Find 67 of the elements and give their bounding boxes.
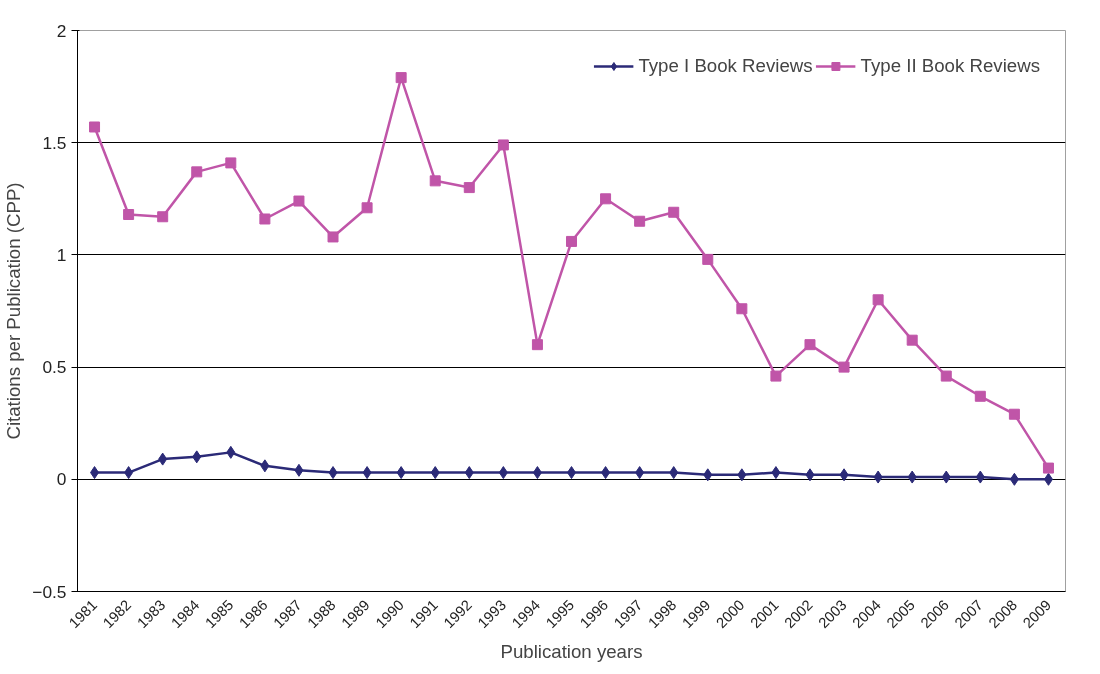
point — [1009, 472, 1019, 486]
y-tick-label: 1 — [56, 244, 67, 265]
y-axis-title: Citations per Publication (CPP) — [3, 182, 25, 440]
point — [702, 253, 714, 265]
y-tick-label: 0 — [56, 469, 67, 490]
point — [838, 361, 850, 373]
point — [634, 215, 646, 227]
point — [804, 339, 816, 351]
point — [566, 235, 577, 247]
point — [463, 182, 475, 194]
point — [601, 466, 611, 480]
point — [157, 211, 169, 223]
point — [361, 202, 373, 214]
point — [873, 470, 883, 484]
point — [805, 468, 815, 482]
point — [259, 213, 271, 225]
point — [906, 334, 918, 346]
point — [737, 468, 747, 482]
point — [940, 370, 952, 382]
legend-label: Type II Book Reviews — [860, 55, 1040, 77]
x-axis-title: Publication years — [500, 640, 643, 662]
point — [1043, 472, 1053, 486]
point — [225, 157, 237, 169]
point — [770, 370, 782, 382]
point — [124, 466, 134, 480]
y-tick-label: 0.5 — [42, 357, 67, 378]
point — [226, 445, 236, 459]
point — [429, 175, 441, 187]
point — [872, 294, 884, 306]
point — [191, 166, 203, 178]
point — [907, 470, 917, 484]
point — [260, 459, 270, 473]
point — [293, 195, 305, 207]
point — [192, 450, 202, 464]
point — [90, 466, 100, 480]
point — [941, 470, 951, 484]
point — [974, 390, 986, 402]
point — [328, 466, 338, 480]
point — [839, 468, 849, 482]
point — [498, 466, 508, 480]
point — [1042, 462, 1054, 474]
point — [635, 466, 645, 480]
point — [1008, 408, 1020, 420]
y-tick-label: 2 — [56, 20, 67, 41]
point — [975, 470, 985, 484]
point — [327, 231, 339, 243]
point — [531, 339, 543, 351]
point — [703, 468, 713, 482]
point — [395, 72, 407, 84]
point — [158, 452, 168, 466]
point — [497, 139, 509, 151]
point — [669, 466, 679, 480]
y-tick-label: 1.5 — [42, 132, 67, 153]
point — [430, 466, 440, 480]
point — [600, 193, 612, 205]
point — [89, 121, 101, 133]
legend-label: Type I Book Reviews — [638, 55, 813, 77]
point — [123, 209, 135, 221]
point — [396, 466, 406, 480]
point — [668, 206, 680, 218]
point — [532, 466, 542, 480]
point — [294, 463, 304, 477]
point — [464, 466, 474, 480]
point — [362, 466, 372, 480]
point — [736, 303, 748, 315]
y-tick-label: −0.5 — [32, 581, 67, 602]
point — [771, 466, 781, 480]
